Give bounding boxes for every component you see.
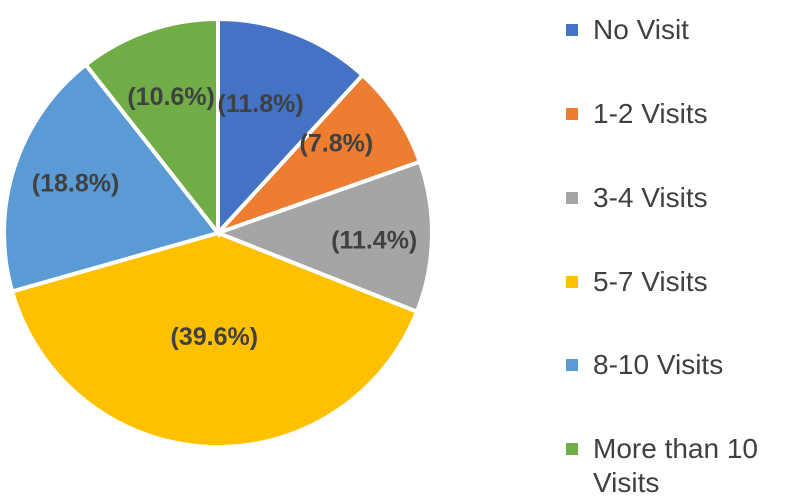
slice-label-3-4-visits: (11.4%) [331,227,417,255]
legend-swatch [566,359,578,371]
legend-item-no-visit: No Visit [566,13,790,47]
legend-item-5-7-visits: 5-7 Visits [566,265,790,299]
pie-chart: (11.8%) (7.8%) (11.4%) (39.6%) (18.8%) (10.6%… [2,16,434,449]
legend-swatch [566,276,578,288]
legend-label: 8-10 Visits [593,349,724,380]
pie-slice-1-2-visits [216,72,423,235]
legend-swatch [566,108,578,120]
legend-item-3-4-visits: 3-4 Visits [566,181,790,215]
pie-slice-5-7-visits [9,230,420,449]
pie-slice-8-10-visits [2,61,222,294]
pie-slice-no-visit [216,16,366,239]
legend-label: 5-7 Visits [593,266,708,297]
legend-item-1-2-visits: 1-2 Visits [566,97,790,131]
slice-label-8-10-visits: (18.8%) [32,169,120,197]
slice-label-more-than-10-visits: (10.6%) [127,83,215,111]
pie-slices [2,16,434,449]
pie-slice-3-4-visits [212,159,434,315]
slice-label-5-7-visits: (39.6%) [171,323,259,351]
legend-item-more-than-10-visits: More than 10 Visits [566,432,790,500]
legend-swatch [566,24,578,36]
slice-labels: (11.8%) (7.8%) (11.4%) (39.6%) (18.8%) (10.6%… [32,83,418,351]
slice-label-no-visit: (11.8%) [218,90,304,118]
legend-item-8-10-visits: 8-10 Visits [566,348,790,382]
legend-label: More than 10 Visits [593,433,758,498]
legend-label: 1-2 Visits [593,98,708,129]
legend-label: 3-4 Visits [593,182,708,213]
pie-slice-more-than-10-visits [82,16,220,239]
legend-swatch [566,443,578,455]
slice-label-1-2-visits: (7.8%) [300,129,374,157]
legend-swatch [566,192,578,204]
legend-label: No Visit [593,14,689,45]
